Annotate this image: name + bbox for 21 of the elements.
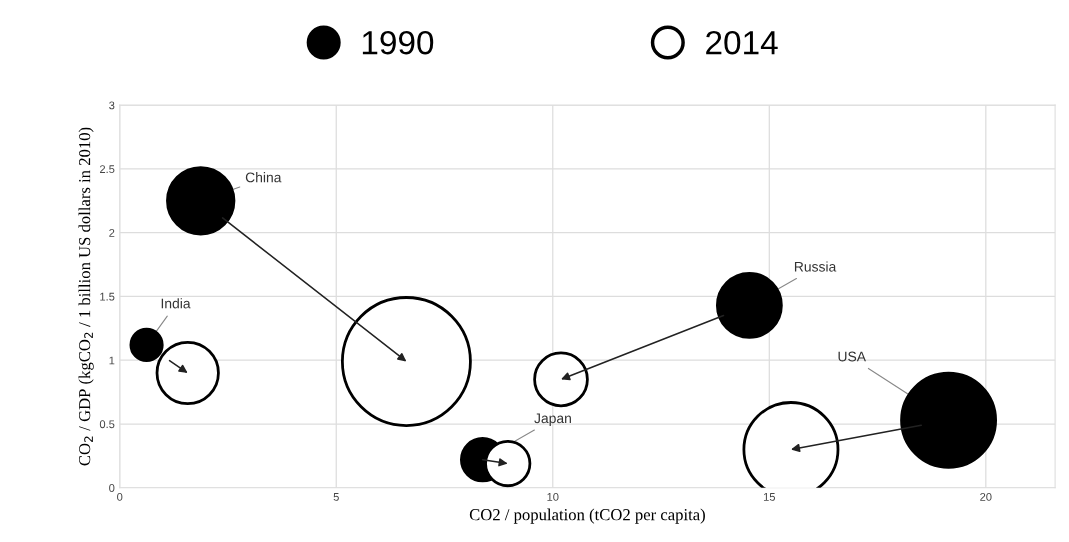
y-tick-label: 0.5 — [99, 420, 115, 429]
x-tick-label: 20 — [980, 492, 992, 501]
annotation: China — [245, 172, 282, 183]
legend-label: 1990 — [362, 30, 434, 55]
x-tick-label: 5 — [333, 493, 339, 501]
y-tick-label: 0 — [109, 484, 115, 492]
x-tick-label: 15 — [763, 493, 776, 501]
annotation: Russia — [794, 261, 837, 272]
x-tick-label: 10 — [547, 492, 559, 501]
y-tick-label: 2 — [109, 228, 115, 237]
y-tick-label: 2.5 — [99, 165, 115, 174]
y-tick-label: 1 — [109, 356, 115, 365]
annotation: USA — [838, 351, 866, 362]
legend-label: 2014 — [706, 30, 778, 55]
x-axis-title: CO2 / population (tCO2 per capita) — [469, 508, 705, 524]
annotation: Japan — [534, 413, 571, 426]
y-tick-label: 3 — [109, 101, 115, 110]
y-tick-label: 1.5 — [100, 292, 115, 301]
y-axis-title: CO$_{2}$ / GDP (kgCO$_{2}$ / 1 billion US dollars in 2010) — [78, 127, 94, 466]
annotation: India — [161, 298, 191, 309]
x-tick-label: 0 — [117, 492, 123, 501]
